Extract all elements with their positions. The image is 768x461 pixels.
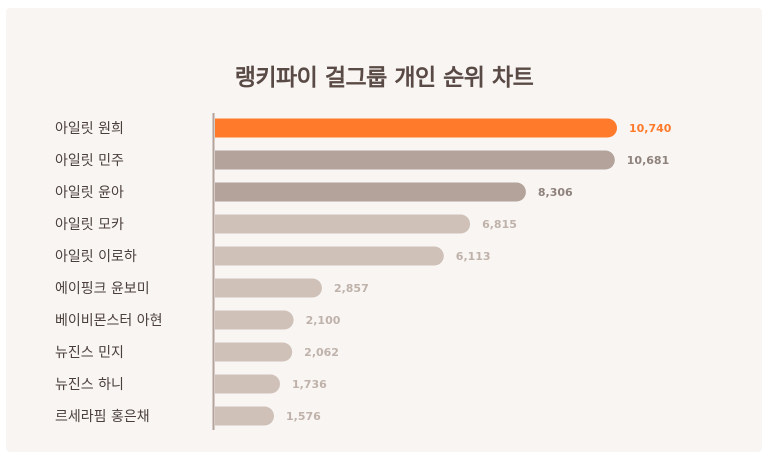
category-label: 아일릿 윤아	[55, 185, 124, 201]
bar	[215, 150, 615, 170]
value-label: 8,306	[538, 186, 573, 199]
value-label: 10,740	[629, 122, 672, 135]
value-label: 1,576	[286, 410, 321, 423]
value-label: 2,100	[306, 314, 341, 327]
category-label: 뉴진스 민지	[55, 345, 124, 361]
bar	[215, 246, 444, 266]
category-label: 에이핑크 윤보미	[55, 281, 150, 297]
value-label: 2,857	[334, 282, 369, 295]
category-label: 베이비몬스터 아현	[55, 313, 163, 329]
category-label: 아일릿 원희	[55, 121, 124, 137]
bar	[215, 214, 471, 234]
bar	[215, 342, 293, 362]
bar	[215, 118, 618, 138]
category-label: 르세라핌 홍은채	[55, 409, 150, 425]
bar	[215, 182, 526, 202]
category-label: 아일릿 민주	[55, 153, 124, 169]
bar	[215, 406, 274, 426]
bar	[215, 374, 280, 394]
category-label: 뉴진스 하니	[55, 377, 124, 393]
value-label: 6,113	[456, 250, 491, 263]
value-label: 6,815	[482, 218, 517, 231]
chart-title: 랭키파이 걸그룹 개인 순위 차트	[234, 65, 534, 91]
value-label: 10,681	[627, 154, 669, 167]
category-label: 아일릿 모카	[55, 217, 124, 233]
category-label: 아일릿 이로하	[55, 249, 137, 265]
value-label: 2,062	[304, 346, 339, 359]
value-label: 1,736	[292, 378, 327, 391]
bar	[215, 310, 294, 330]
bar	[215, 278, 322, 298]
